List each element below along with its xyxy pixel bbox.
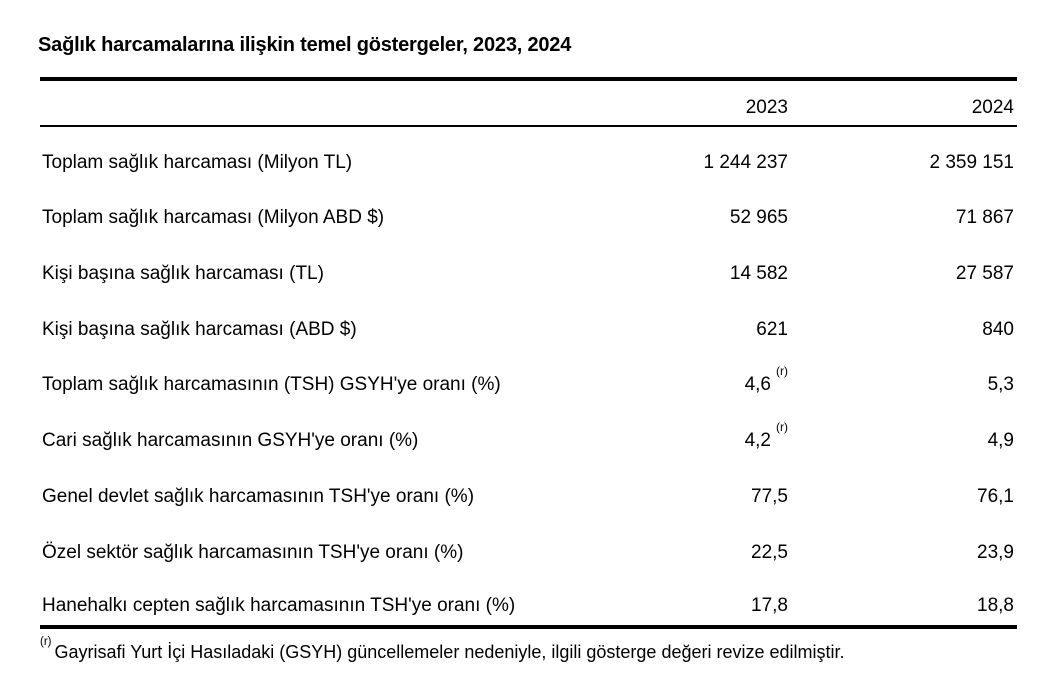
table-row: Genel devlet sağlık harcamasının TSH'ye … (40, 460, 1017, 516)
table-row: Kişi başına sağlık harcaması (TL) 14 582… (40, 237, 1017, 293)
value-2023: 4,2 (r) (600, 404, 790, 460)
table-row: Cari sağlık harcamasının GSYH'ye oranı (… (40, 404, 1017, 460)
table-row: Toplam sağlık harcaması (Milyon ABD $) 5… (40, 182, 1017, 238)
value-2024: 4,9 (987, 430, 1014, 452)
value-2023: 14 582 (600, 237, 790, 293)
row-label: Toplam sağlık harcamasının (TSH) GSYH'ye… (42, 374, 501, 396)
table-row: Kişi başına sağlık harcaması (ABD $) 621… (40, 293, 1017, 349)
row-label: Özel sektör sağlık harcamasının TSH'ye o… (42, 541, 464, 563)
value-2023: 52 965 (600, 182, 790, 238)
header-indicator (40, 79, 600, 127)
value-2024: 840 (982, 318, 1014, 340)
value-2024: 23,9 (977, 541, 1014, 563)
row-label: Toplam sağlık harcaması (Milyon ABD $) (42, 207, 385, 229)
table-header-row: 2023 2024 (40, 79, 1017, 127)
page-title: Sağlık harcamalarına ilişkin temel göste… (38, 34, 572, 56)
value-2024: 2 359 151 (929, 151, 1014, 173)
table-row: Toplam sağlık harcamasının (TSH) GSYH'ye… (40, 349, 1017, 405)
value-2024: 71 867 (955, 207, 1014, 229)
revision-marker: (r) (776, 364, 788, 379)
value-2023: 1 244 237 (600, 126, 790, 182)
row-label: Kişi başına sağlık harcaması (TL) (42, 263, 324, 285)
value-2024: 76,1 (977, 485, 1014, 507)
header-year-2023: 2023 (600, 79, 790, 127)
value-text: 621 (756, 318, 788, 340)
value-2024: 18,8 (790, 571, 1017, 630)
revision-marker: (r) (776, 419, 788, 434)
value-text: 14 582 (729, 263, 788, 285)
value-text: 52 965 (729, 207, 788, 229)
value-text: 4,6 (744, 374, 771, 396)
health-indicators-table: 2023 2024 Toplam sağlık harcaması (Milyo… (40, 77, 1017, 630)
row-label: Genel devlet sağlık harcamasının TSH'ye … (42, 485, 475, 507)
footnote: (r) Gayrisafi Yurt İçi Hasıladaki (GSYH) … (40, 636, 845, 663)
value-text: 22,5 (751, 541, 788, 563)
value-text: 1 244 237 (703, 151, 788, 173)
value-2023: 77,5 (600, 460, 790, 516)
row-label: Kişi başına sağlık harcaması (ABD $) (42, 318, 357, 340)
value-2024: 27 587 (955, 263, 1014, 285)
value-2023: 22,5 (600, 516, 790, 572)
footnote-marker: (r) (40, 636, 52, 648)
value-text: 17,8 (751, 595, 788, 617)
header-year-2024: 2024 (790, 79, 1017, 127)
table-row: Toplam sağlık harcaması (Milyon TL) 1 24… (40, 126, 1017, 182)
value-2023: 4,6 (r) (600, 349, 790, 405)
value-text: 4,2 (744, 430, 771, 452)
row-label: Cari sağlık harcamasının GSYH'ye oranı (… (42, 430, 419, 452)
row-label: Toplam sağlık harcaması (Milyon TL) (42, 151, 353, 173)
row-label: Hanehalkı cepten sağlık harcamasının TSH… (40, 571, 600, 630)
value-text: 77,5 (751, 485, 788, 507)
value-2023: 17,8 (600, 571, 790, 630)
value-2024: 5,3 (987, 374, 1014, 396)
footnote-text: Gayrisafi Yurt İçi Hasıladaki (GSYH) gün… (54, 642, 845, 662)
value-2023: 621 (600, 293, 790, 349)
table-row: Hanehalkı cepten sağlık harcamasının TSH… (40, 571, 1017, 630)
table-row: Özel sektör sağlık harcamasının TSH'ye o… (40, 516, 1017, 572)
